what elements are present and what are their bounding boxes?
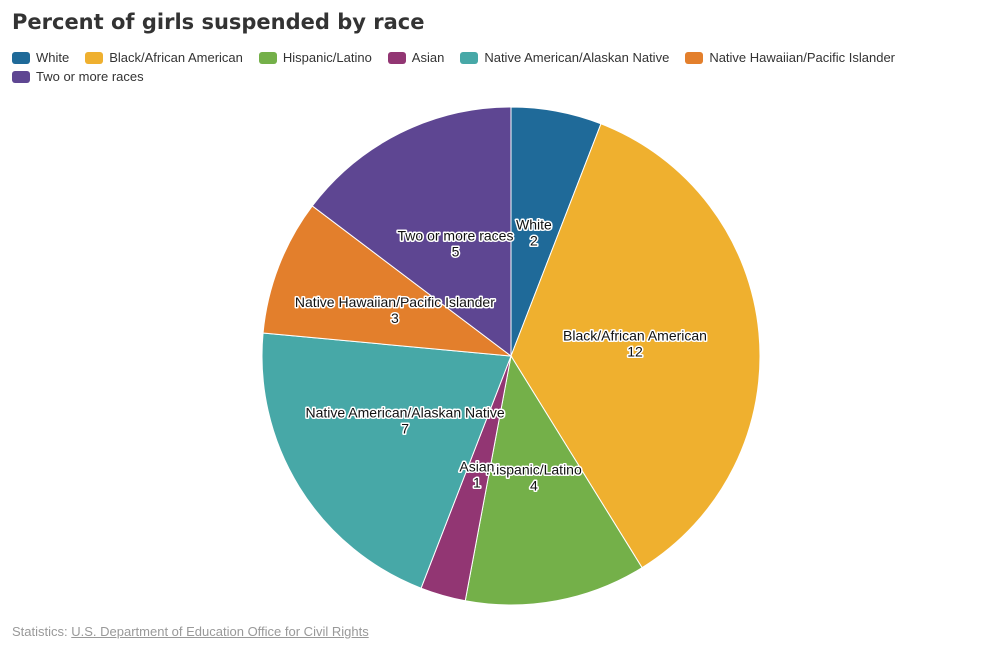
legend-swatch [460,52,479,64]
legend-swatch [258,52,277,64]
source-link[interactable]: U.S. Department of Education Office for … [71,624,369,639]
pie-slice-black-african-american[interactable] [510,123,761,569]
legend-swatch [12,52,30,64]
chart-title: Percent of girls suspended by race [12,10,425,34]
legend-swatch [85,52,104,64]
source-prefix: Statistics: [12,624,68,639]
legend-item-white[interactable]: White [12,50,69,66]
legend-label: Native Hawaiian/Pacific Islander [709,50,896,65]
slice-value-black-african-american: 12 [627,344,643,360]
slice-value-two-or-more-races: 5 [452,244,460,260]
slice-label-white: White [516,217,552,233]
slice-label-black-african-american: Black/African American [563,328,707,344]
slice-label-asian: Asian [459,459,494,475]
legend-label: Hispanic/Latino [282,50,372,65]
slice-value-asian: 1 [473,475,481,491]
pie-slice-native-hawaiian-pacific-islander[interactable] [262,205,513,357]
slice-value-white: 2 [530,233,538,249]
legend-item-asian[interactable]: Asian [387,50,445,66]
legend-label: Two or more races [36,69,144,84]
legend-label: White [36,50,70,65]
slice-label-native-american-alaskan-native: Native American/Alaskan Native [305,405,504,421]
chart-legend: White Black/African American Hispanic/Lati… [12,50,972,85]
legend-item-two-or-more-races[interactable]: Two or more races [12,69,144,85]
legend-item-native-hawaiian-pacific-islander[interactable]: Native Hawaiian/Pacific Islander [685,50,895,66]
slice-label-native-hawaiian-pacific-islander: Native Hawaiian/Pacific Islander [295,294,495,310]
legend-swatch [685,52,704,64]
pie-slice-hispanic-latino[interactable] [464,354,643,606]
pie-slice-two-or-more-races[interactable] [311,106,512,358]
legend-label: Asian [411,50,445,65]
legend-item-black-african-american[interactable]: Black/African American [85,50,243,66]
legend-swatch [387,52,406,64]
legend-item-native-american-alaskan-native[interactable]: Native American/Alaskan Native [460,50,669,66]
slice-value-native-american-alaskan-native: 7 [401,421,409,437]
legend-label: Native American/Alaskan Native [484,50,670,65]
source-footer: Statistics: U.S. Department of Education… [12,624,369,639]
slice-label-hispanic-latino: Hispanic/Latino [486,461,582,477]
legend-swatch [12,71,30,83]
pie-slice-native-american-alaskan-native[interactable] [261,332,512,589]
slice-value-native-hawaiian-pacific-islander: 3 [391,310,399,326]
slice-label-two-or-more-races: Two or more races [398,228,514,244]
slice-value-hispanic-latino: 4 [530,477,538,493]
legend-item-hispanic-latino[interactable]: Hispanic/Latino [258,50,372,66]
legend-label: Black/African American [109,50,243,65]
